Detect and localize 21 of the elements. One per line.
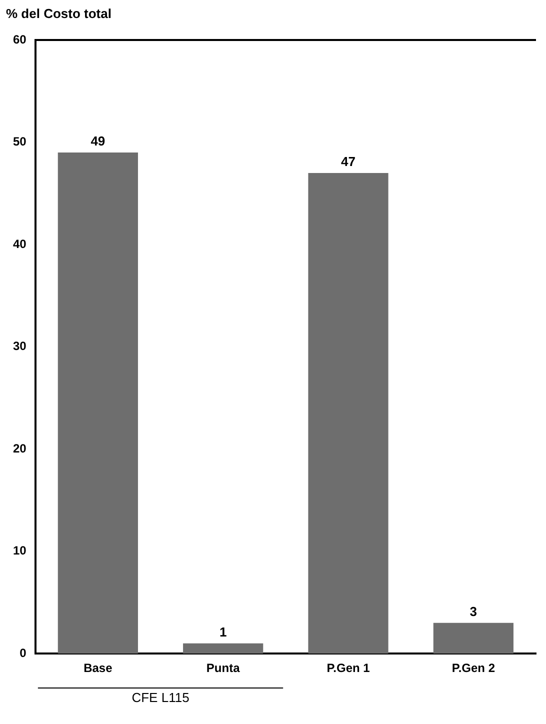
bar bbox=[433, 622, 514, 654]
bar bbox=[308, 172, 388, 654]
data-label: 49 bbox=[90, 134, 106, 149]
x-tick-label: P.Gen 1 bbox=[326, 661, 370, 676]
bar bbox=[183, 643, 264, 654]
y-axis-title: % del Costo total bbox=[6, 6, 112, 21]
x-tick-label: P.Gen 2 bbox=[452, 661, 496, 676]
x-tick-label: Base bbox=[84, 661, 113, 676]
y-tick-label: 40 bbox=[12, 236, 27, 251]
y-tick-label: 30 bbox=[12, 339, 27, 354]
data-label: 47 bbox=[341, 154, 356, 170]
bar bbox=[58, 152, 138, 654]
y-tick-label: 60 bbox=[12, 32, 27, 46]
x-tick-label: Punta bbox=[206, 661, 240, 676]
data-label: 1 bbox=[219, 624, 227, 640]
y-tick-label: 50 bbox=[12, 134, 27, 149]
y-tick-label: 20 bbox=[12, 441, 27, 456]
text: CFE L115 bbox=[132, 690, 190, 706]
data-label: 3 bbox=[470, 604, 478, 619]
y-tick-label: 0 bbox=[20, 646, 27, 660]
y-tick-label: 10 bbox=[12, 544, 27, 558]
